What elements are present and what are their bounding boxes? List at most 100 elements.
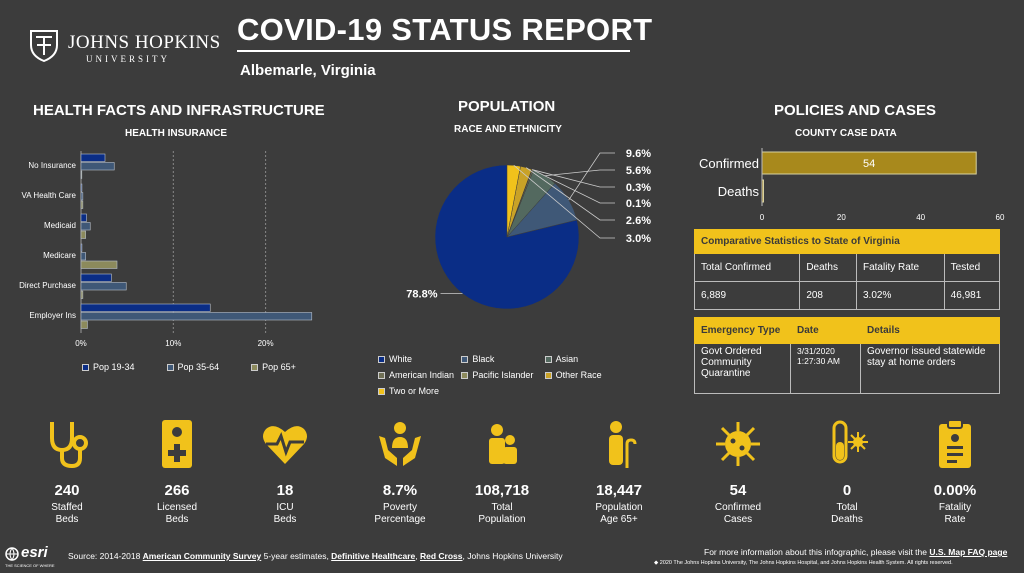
legend-swatch [251, 364, 259, 372]
policies-section-subtitle: COUNTY CASE DATA [795, 128, 897, 139]
info-text: For more information about this infograp… [704, 547, 930, 557]
page-title: COVID-19 STATUS REPORT [237, 12, 653, 47]
stat-label: Population [595, 502, 643, 513]
category-label: Medicare [43, 251, 76, 260]
category-label: VA Health Care [21, 191, 76, 200]
shield-icon [30, 30, 58, 62]
legend-row: White Black Asian [378, 354, 628, 364]
x-tick-label: 0 [760, 213, 765, 222]
stat-confirmed-cases: 54 Confirmed Cases [688, 418, 788, 526]
legend-swatch [544, 372, 552, 380]
insurance-bar [80, 273, 112, 282]
footer-info: For more information about this infograp… [704, 547, 1007, 557]
comparative-header: Fatality Rate [855, 253, 945, 282]
category-label: Medicaid [44, 221, 76, 230]
legend-swatch [378, 356, 385, 364]
pie-leader-line [513, 165, 615, 239]
logo-subtitle: UNIVERSITY [86, 54, 170, 64]
stat-poverty: 8.7% Poverty Percentage [350, 418, 450, 526]
stat-label: Cases [723, 514, 753, 525]
comparative-value: 6,889 [693, 281, 801, 310]
insurance-bar [80, 243, 83, 252]
stat-label: Poverty [383, 502, 417, 513]
stat-population-65: 18,447 Population Age 65+ [569, 418, 669, 526]
stat-value: 240 [54, 482, 80, 499]
insurance-bar [80, 290, 84, 299]
source-text: Source: 2014-2018 [68, 551, 143, 561]
legend-swatch [378, 372, 385, 380]
pie-data-label: 5.6% [626, 165, 651, 177]
comparative-header: Tested [943, 253, 1001, 282]
stat-label: ICU [276, 502, 294, 513]
stat-total-deaths: 0 Total Deaths [797, 418, 897, 526]
bar-value-label: 54 [863, 158, 875, 170]
stat-value: 54 [729, 482, 747, 499]
insurance-bar [80, 312, 313, 321]
source-link-acs[interactable]: American Community Survey [142, 551, 262, 561]
legend-swatch [82, 364, 89, 372]
legend-item: Other Race [544, 370, 628, 380]
comparative-header: Total Confirmed [693, 253, 801, 282]
stat-label: Rate [944, 514, 966, 525]
stat-icu-beds: 18 ICU Beds [235, 418, 335, 526]
legend-item: Pop 35-64 [166, 362, 219, 372]
esri-tagline: THE SCIENCE OF WHERE [5, 563, 55, 568]
comparative-value: 46,981 [943, 281, 1001, 310]
stethoscope-icon [50, 422, 88, 469]
stat-value: 108,718 [474, 482, 530, 499]
population-section-title: POPULATION [458, 98, 556, 115]
health-insurance-chart: 0% 10% 20% No Insurance VA Health Care Medica… [19, 151, 313, 348]
legend-item: Pop 65+ [251, 362, 296, 372]
stat-value: 266 [164, 482, 190, 499]
source-text: , Johns Hopkins University [462, 551, 563, 561]
category-label: Confirmed [699, 156, 759, 171]
insurance-bar [80, 200, 84, 209]
stat-label: Deaths [831, 514, 863, 525]
emergency-table: Emergency Type Date Details Govt Ordered… [694, 317, 1000, 394]
insurance-bar [80, 162, 115, 171]
pie-slice [506, 164, 521, 238]
stat-staffed-beds: 240 Staffed Beds [17, 418, 117, 526]
stat-value: 18 [276, 482, 294, 499]
stat-label: Total [836, 502, 858, 513]
insurance-bar [80, 213, 87, 222]
source-text: , [415, 551, 420, 561]
x-tick-label: 10% [165, 339, 181, 348]
insurance-bar [80, 282, 127, 291]
emergency-header: Details [860, 317, 1000, 344]
faq-link[interactable]: U.S. Map FAQ page [929, 547, 1008, 557]
pie-leader-line [531, 169, 615, 204]
stat-value: 8.7% [382, 482, 418, 499]
stat-label: Age 65+ [600, 514, 638, 525]
legend-label: Black [472, 354, 495, 364]
legend-label: Asian [555, 354, 579, 364]
emergency-details: Governor issued statewide stay at home o… [860, 343, 1000, 394]
stat-label: Beds [55, 514, 79, 525]
stat-licensed-beds: 266 Licensed Beds [127, 418, 227, 526]
legend-row: Two or More [378, 386, 628, 396]
source-text: 5-year estimates, [261, 551, 332, 561]
category-label: No Insurance [28, 161, 76, 170]
footer-copyright: ◆ 2020 The Johns Hopkins University, The… [654, 560, 953, 566]
legend-label: Pop 19-34 [93, 362, 135, 372]
x-tick-label: 40 [916, 213, 925, 222]
stat-label: Licensed [156, 502, 198, 513]
pie-data-label: 2.6% [626, 215, 651, 227]
legend-item: Black [461, 354, 544, 364]
insurance-bar [80, 183, 83, 192]
test-tube-virus-icon [832, 420, 868, 464]
source-link-redcross[interactable]: Red Cross [420, 551, 463, 561]
pie-leader-line [544, 169, 615, 177]
globe-icon [5, 547, 19, 561]
source-link-definitive[interactable]: Definitive Healthcare [331, 551, 416, 561]
legend-swatch [461, 372, 469, 380]
stat-fatality-rate: 0.00% Fatality Rate [905, 418, 1005, 526]
population-section-subtitle: RACE AND ETHNICITY [454, 124, 562, 135]
comparative-title: Comparative Statistics to State of Virgi… [694, 229, 1000, 254]
legend-item: Pacific Islander [461, 370, 544, 380]
legend-label: Pacific Islander [472, 370, 534, 380]
comparative-value: 3.02% [855, 281, 945, 310]
insurance-bar [80, 192, 84, 201]
hospital-bed-icon [162, 420, 192, 468]
people-icon [489, 424, 517, 464]
